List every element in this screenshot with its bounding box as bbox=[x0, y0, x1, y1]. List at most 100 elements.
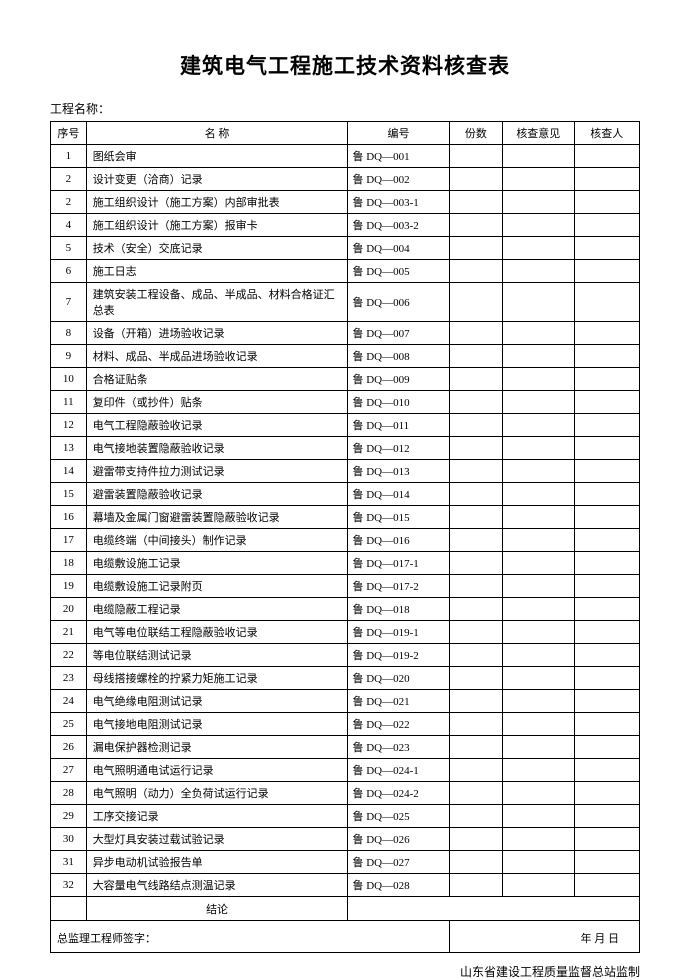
code-cell: 鲁 DQ—024-1 bbox=[348, 759, 449, 782]
seq-cell: 30 bbox=[51, 828, 87, 851]
checker-cell bbox=[574, 621, 639, 644]
copies-cell bbox=[449, 368, 503, 391]
table-row: 25电气接地电阻测试记录鲁 DQ—022 bbox=[51, 713, 640, 736]
copies-cell bbox=[449, 214, 503, 237]
project-name-label: 工程名称： bbox=[50, 100, 640, 117]
copies-cell bbox=[449, 145, 503, 168]
checker-cell bbox=[574, 345, 639, 368]
table-row: 22等电位联结测试记录鲁 DQ—019-2 bbox=[51, 644, 640, 667]
col-header-seq: 序号 bbox=[51, 122, 87, 145]
code-cell: 鲁 DQ—007 bbox=[348, 322, 449, 345]
signature-row: 总监理工程师签字： 年 月 日 bbox=[51, 921, 640, 953]
opinion-cell bbox=[503, 391, 574, 414]
table-row: 2施工组织设计（施工方案）内部审批表鲁 DQ—003-1 bbox=[51, 191, 640, 214]
copies-cell bbox=[449, 460, 503, 483]
copies-cell bbox=[449, 736, 503, 759]
opinion-cell bbox=[503, 782, 574, 805]
opinion-cell bbox=[503, 368, 574, 391]
name-cell: 电气等电位联结工程隐蔽验收记录 bbox=[86, 621, 348, 644]
checker-cell bbox=[574, 145, 639, 168]
checker-cell bbox=[574, 168, 639, 191]
opinion-cell bbox=[503, 506, 574, 529]
copies-cell bbox=[449, 690, 503, 713]
table-row: 20电缆隐蔽工程记录鲁 DQ—018 bbox=[51, 598, 640, 621]
opinion-cell bbox=[503, 237, 574, 260]
seq-cell: 9 bbox=[51, 345, 87, 368]
seq-cell: 11 bbox=[51, 391, 87, 414]
opinion-cell bbox=[503, 828, 574, 851]
name-cell: 设计变更（洽商）记录 bbox=[86, 168, 348, 191]
checker-cell bbox=[574, 552, 639, 575]
seq-cell: 10 bbox=[51, 368, 87, 391]
seq-cell: 32 bbox=[51, 874, 87, 897]
table-row: 18电缆敷设施工记录鲁 DQ—017-1 bbox=[51, 552, 640, 575]
code-cell: 鲁 DQ—003-2 bbox=[348, 214, 449, 237]
name-cell: 电缆敷设施工记录附页 bbox=[86, 575, 348, 598]
checker-cell bbox=[574, 736, 639, 759]
checker-cell bbox=[574, 851, 639, 874]
table-row: 28电气照明（动力）全负荷试运行记录鲁 DQ—024-2 bbox=[51, 782, 640, 805]
copies-cell bbox=[449, 260, 503, 283]
checker-cell bbox=[574, 214, 639, 237]
code-cell: 鲁 DQ—017-2 bbox=[348, 575, 449, 598]
copies-cell bbox=[449, 805, 503, 828]
footer-note: 山东省建设工程质量监督总站监制 bbox=[50, 963, 640, 980]
seq-cell: 1 bbox=[51, 145, 87, 168]
table-row: 24电气绝缘电阻测试记录鲁 DQ—021 bbox=[51, 690, 640, 713]
table-row: 27电气照明通电试运行记录鲁 DQ—024-1 bbox=[51, 759, 640, 782]
table-row: 6施工日志鲁 DQ—005 bbox=[51, 260, 640, 283]
seq-cell: 29 bbox=[51, 805, 87, 828]
opinion-cell bbox=[503, 460, 574, 483]
checker-cell bbox=[574, 805, 639, 828]
seq-cell: 8 bbox=[51, 322, 87, 345]
name-cell: 施工组织设计（施工方案）内部审批表 bbox=[86, 191, 348, 214]
code-cell: 鲁 DQ—028 bbox=[348, 874, 449, 897]
table-row: 30大型灯具安装过载试验记录鲁 DQ—026 bbox=[51, 828, 640, 851]
checker-cell bbox=[574, 667, 639, 690]
copies-cell bbox=[449, 782, 503, 805]
code-cell: 鲁 DQ—016 bbox=[348, 529, 449, 552]
name-cell: 电气绝缘电阻测试记录 bbox=[86, 690, 348, 713]
checker-cell bbox=[574, 713, 639, 736]
seq-cell: 14 bbox=[51, 460, 87, 483]
code-cell: 鲁 DQ—023 bbox=[348, 736, 449, 759]
name-cell: 电缆敷设施工记录 bbox=[86, 552, 348, 575]
seq-cell: 23 bbox=[51, 667, 87, 690]
code-cell: 鲁 DQ—020 bbox=[348, 667, 449, 690]
code-cell: 鲁 DQ—005 bbox=[348, 260, 449, 283]
name-cell: 技术（安全）交底记录 bbox=[86, 237, 348, 260]
copies-cell bbox=[449, 506, 503, 529]
name-cell: 母线搭接螺栓的拧紧力矩施工记录 bbox=[86, 667, 348, 690]
copies-cell bbox=[449, 552, 503, 575]
seq-cell: 12 bbox=[51, 414, 87, 437]
code-cell: 鲁 DQ—012 bbox=[348, 437, 449, 460]
opinion-cell bbox=[503, 805, 574, 828]
opinion-cell bbox=[503, 874, 574, 897]
table-row: 15避雷装置隐蔽验收记录鲁 DQ—014 bbox=[51, 483, 640, 506]
col-header-name: 名 称 bbox=[86, 122, 348, 145]
seq-cell: 7 bbox=[51, 283, 87, 322]
code-cell: 鲁 DQ—014 bbox=[348, 483, 449, 506]
checker-cell bbox=[574, 391, 639, 414]
table-row: 1图纸会审鲁 DQ—001 bbox=[51, 145, 640, 168]
copies-cell bbox=[449, 851, 503, 874]
checker-cell bbox=[574, 191, 639, 214]
seq-cell: 17 bbox=[51, 529, 87, 552]
code-cell: 鲁 DQ—011 bbox=[348, 414, 449, 437]
opinion-cell bbox=[503, 575, 574, 598]
table-row: 14避雷带支持件拉力测试记录鲁 DQ—013 bbox=[51, 460, 640, 483]
opinion-cell bbox=[503, 552, 574, 575]
table-row: 4施工组织设计（施工方案）报审卡鲁 DQ—003-2 bbox=[51, 214, 640, 237]
copies-cell bbox=[449, 191, 503, 214]
name-cell: 避雷带支持件拉力测试记录 bbox=[86, 460, 348, 483]
opinion-cell bbox=[503, 598, 574, 621]
table-header-row: 序号 名 称 编号 份数 核查意见 核查人 bbox=[51, 122, 640, 145]
checker-cell bbox=[574, 260, 639, 283]
name-cell: 大型灯具安装过载试验记录 bbox=[86, 828, 348, 851]
opinion-cell bbox=[503, 759, 574, 782]
checker-cell bbox=[574, 529, 639, 552]
opinion-cell bbox=[503, 621, 574, 644]
seq-cell: 26 bbox=[51, 736, 87, 759]
table-row: 23母线搭接螺栓的拧紧力矩施工记录鲁 DQ—020 bbox=[51, 667, 640, 690]
code-cell: 鲁 DQ—010 bbox=[348, 391, 449, 414]
